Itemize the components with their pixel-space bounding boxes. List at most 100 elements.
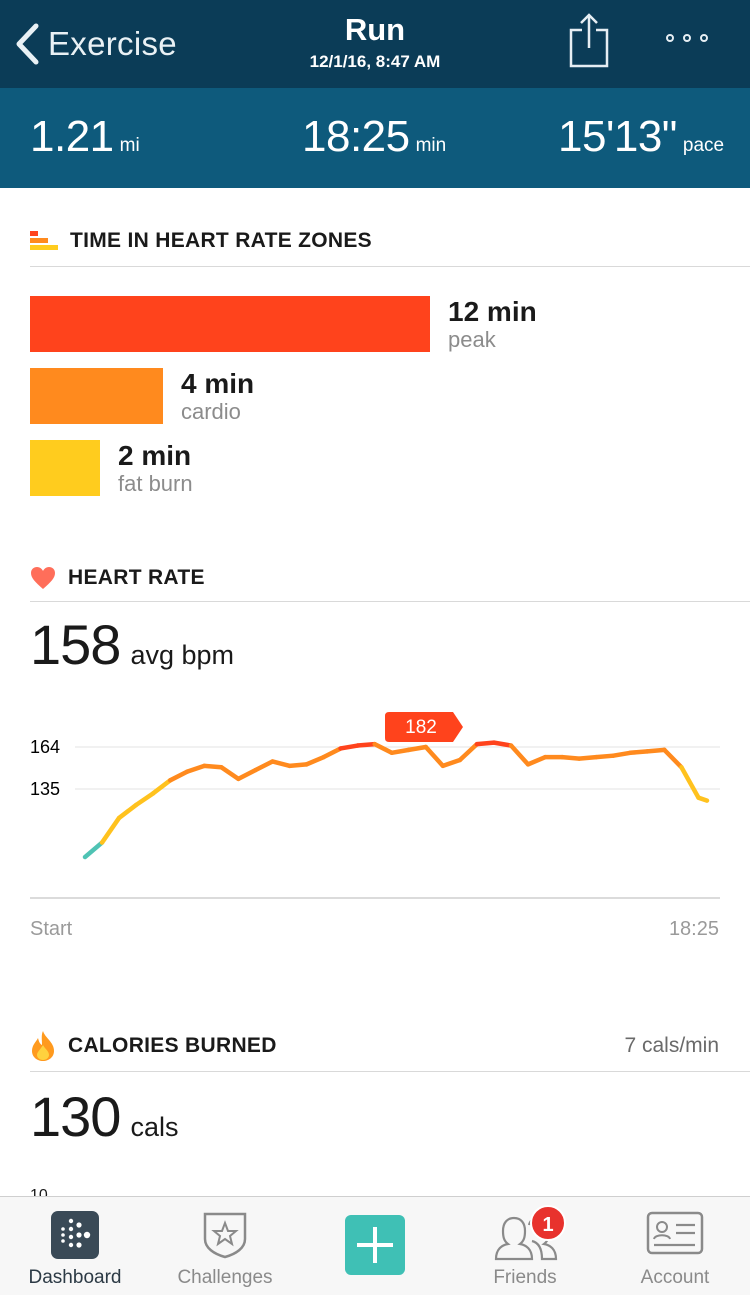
divider [30, 601, 750, 602]
friends-notification-badge: 1 [530, 1205, 566, 1241]
more-dot-icon [683, 34, 691, 42]
more-dot-icon [666, 34, 674, 42]
heart-rate-segment [116, 802, 139, 821]
heart-icon [31, 567, 55, 589]
heart-rate-segment [508, 743, 531, 767]
distance-unit: mi [119, 135, 140, 156]
share-button[interactable] [566, 12, 612, 75]
zone-cardio-label: cardio [181, 399, 241, 424]
duration-unit: min [415, 135, 447, 156]
page-subtitle: 12/1/16, 8:47 AM [309, 52, 441, 71]
chevron-left-icon [16, 23, 39, 65]
heart-rate-segment [321, 746, 343, 760]
heart-rate-chart: 164 135 182 [30, 712, 720, 899]
more-dot-icon [700, 34, 708, 42]
peak-marker: 182 [384, 712, 463, 742]
heart-rate-segment [611, 750, 633, 758]
heart-rate-segment [133, 791, 156, 808]
heart-rate-segment [219, 765, 241, 782]
heart-rate-segment [253, 759, 275, 773]
heart-rate-segment [662, 747, 684, 770]
heart-rate-segment [270, 759, 292, 769]
heart-rate-segment [82, 840, 105, 860]
peak-badge-shape [384, 712, 463, 742]
star-shield-icon [203, 1212, 247, 1259]
heart-rate-segment [389, 747, 412, 756]
x-start-label: Start [30, 918, 73, 940]
heart-rate-segment [457, 741, 480, 763]
zones-icon [30, 231, 58, 250]
zones-title: TIME IN HEART RATE ZONES [70, 229, 372, 252]
avg-heart-rate: 158 avg bpm [30, 612, 234, 677]
heart-rate-segment [491, 740, 514, 748]
heart-rate-segment [150, 778, 173, 796]
zone-peak-text: 12 min peak [448, 297, 537, 353]
heart-rate-segment [202, 763, 224, 770]
heart-rate-segment [474, 740, 497, 747]
divider [30, 1071, 750, 1072]
heart-rate-segment [576, 754, 599, 761]
back-button[interactable]: Exercise [14, 22, 177, 66]
tab-account-label: Account [640, 1267, 710, 1288]
heart-rate-segment [304, 754, 326, 767]
y-tick-label: 135 [30, 779, 60, 799]
heart-rate-segment [99, 815, 122, 845]
zone-bar-cardio [30, 368, 163, 424]
zone-peak-value: 12 min [448, 296, 537, 327]
heart-rate-segment [593, 753, 616, 760]
tab-add[interactable] [300, 1197, 450, 1295]
heart-rate-segment [184, 763, 207, 774]
heart-rate-segment [679, 765, 701, 800]
heart-rate-segment [559, 754, 582, 761]
more-menu-button[interactable] [666, 34, 708, 42]
pace-value: 15'13" [558, 112, 677, 161]
share-icon [569, 13, 609, 68]
heart-rate-segment [287, 762, 309, 769]
zone-bar-fat-burn [30, 440, 100, 496]
back-label: Exercise [48, 25, 177, 62]
total-calories: 130 cals [30, 1084, 178, 1149]
heart-rate-segment [355, 741, 377, 748]
y-tick-label: 164 [30, 737, 60, 757]
peak-badge-value: 182 [405, 717, 437, 738]
heart-rate-segment [406, 744, 429, 753]
heart-rate-segment [628, 749, 650, 756]
fitbit-dots-icon [51, 1211, 99, 1259]
heart-rate-segment [372, 741, 394, 756]
pace-stat: 15'13" pace [558, 112, 724, 162]
zone-peak-label: peak [448, 327, 496, 352]
divider [30, 266, 750, 267]
calories-chart-axis-label: 10 [30, 1187, 48, 1196]
tab-friends[interactable]: 1 Friends [450, 1197, 600, 1295]
heart-rate-segment [167, 769, 190, 783]
calories-title: CALORIES BURNED [68, 1034, 277, 1057]
heart-rate-segment [423, 744, 446, 769]
avg-bpm-unit: avg bpm [130, 640, 234, 670]
calories-rate: 7 cals/min [624, 1034, 719, 1057]
heart-rate-title: HEART RATE [68, 566, 205, 589]
title-block: Run 12/1/16, 8:47 AM [250, 12, 500, 72]
tab-dashboard-label: Dashboard [28, 1267, 122, 1288]
heart-rate-segment [338, 743, 360, 751]
tab-dashboard[interactable]: Dashboard [0, 1197, 150, 1295]
duration-stat: 18:25 min [302, 112, 446, 162]
id-card-icon [646, 1211, 704, 1255]
heart-rate-segment [525, 754, 548, 767]
heart-rate-line [82, 740, 710, 860]
tab-account[interactable]: Account [600, 1197, 750, 1295]
heart-rate-segment [440, 757, 463, 769]
tab-bar: Dashboard Challenges 1 Friends [0, 1196, 750, 1295]
zone-cardio-value: 4 min [181, 368, 255, 399]
x-end-label: 18:25 [668, 918, 719, 940]
distance-value: 1.21 [30, 112, 114, 161]
tab-challenges-label: Challenges [177, 1267, 273, 1288]
tab-challenges[interactable]: Challenges [150, 1197, 300, 1295]
zone-fat-burn-value: 2 min [118, 440, 192, 471]
zone-fat-burn-label: fat burn [118, 471, 193, 496]
flame-icon [32, 1031, 54, 1061]
duration-value: 18:25 [302, 112, 410, 161]
zones-header: TIME IN HEART RATE ZONES [30, 229, 372, 253]
zone-cardio-text: 4 min cardio [181, 369, 254, 425]
distance-stat: 1.21 mi [30, 112, 140, 162]
zone-fat-burn-text: 2 min fat burn [118, 441, 193, 497]
